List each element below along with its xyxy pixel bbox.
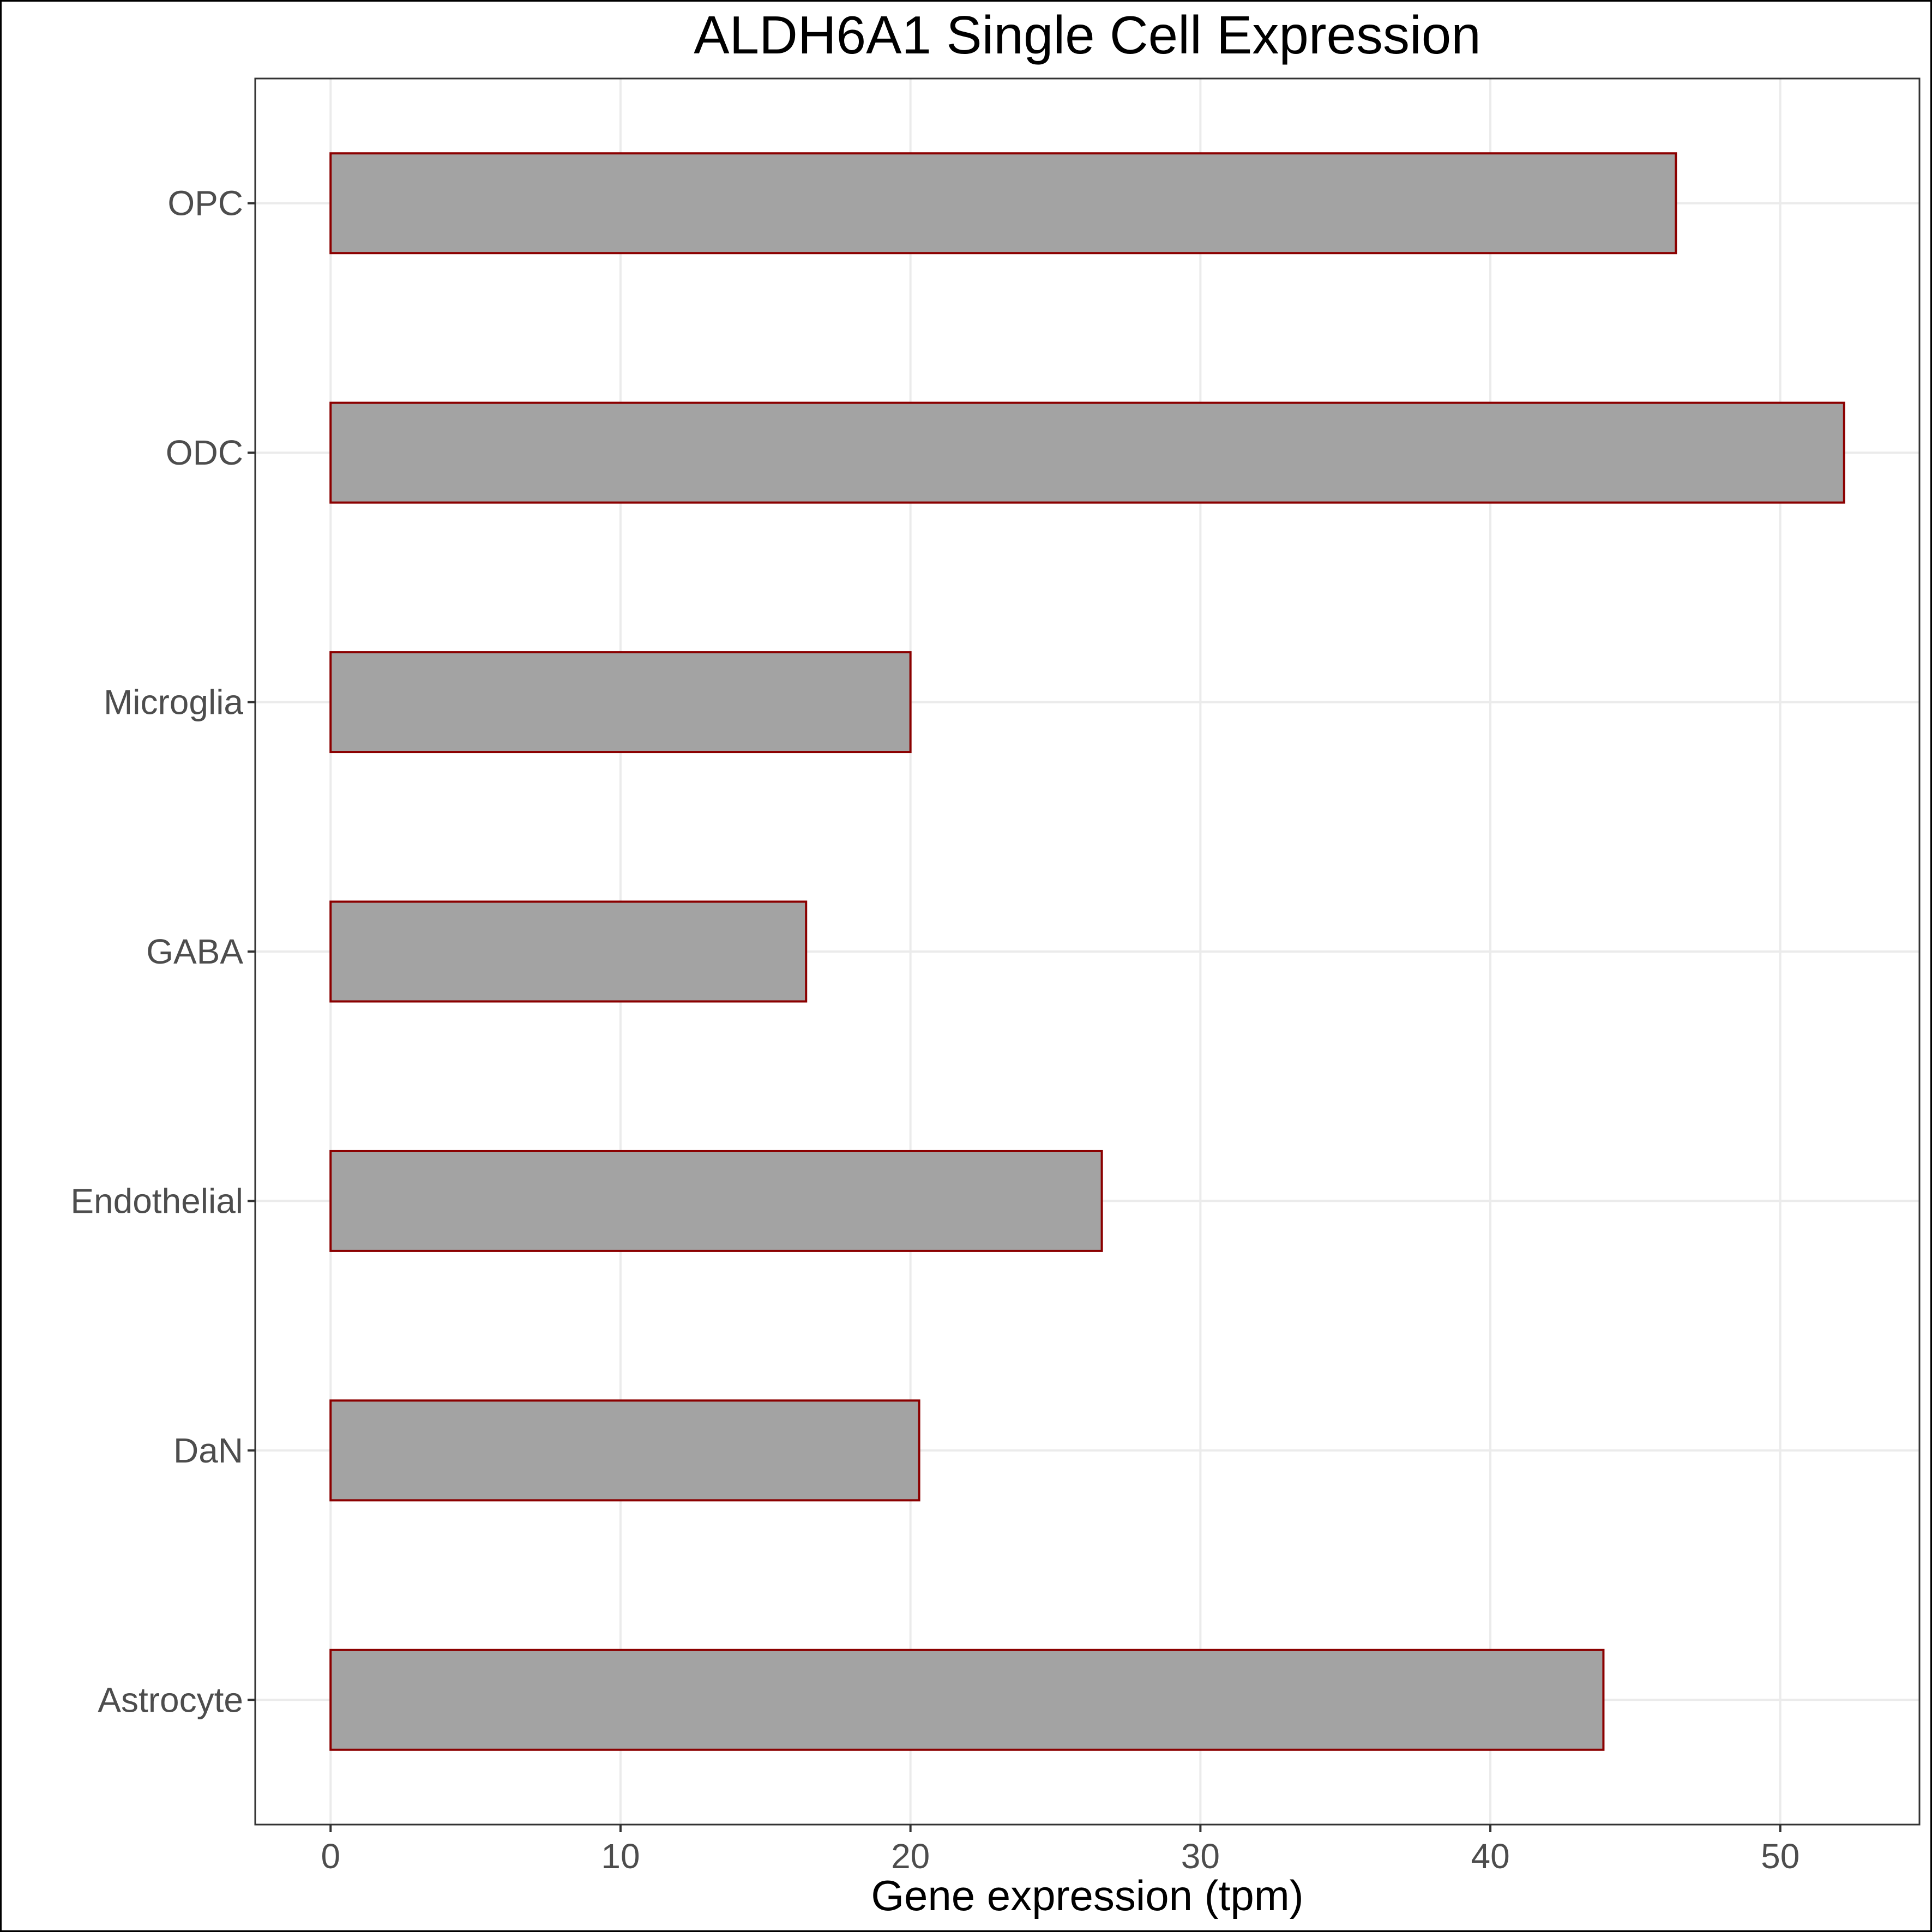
x-tick-label: 20	[891, 1837, 930, 1876]
y-tick-label-gaba: GABA	[146, 932, 243, 971]
chart-title: ALDH6A1 Single Cell Expression	[694, 5, 1481, 65]
bar-microglia	[329, 651, 912, 754]
x-tick-label: 40	[1471, 1837, 1509, 1876]
x-tick-label: 30	[1181, 1837, 1220, 1876]
y-tick-label-dan: DaN	[173, 1431, 243, 1470]
x-tick-label: 10	[601, 1837, 640, 1876]
y-tick-label-microglia: Microglia	[104, 683, 243, 722]
x-tick-label: 0	[321, 1837, 340, 1876]
y-tick-label-odc: ODC	[166, 433, 243, 472]
axes: 0 10 20 30 40 50 OPC ODC Microglia GABA Endothelia…	[70, 184, 1799, 1876]
y-tick-label-opc: OPC	[167, 184, 243, 223]
bar-opc	[329, 152, 1677, 255]
x-axis-title: Gene expression (tpm)	[871, 1871, 1303, 1919]
bar-gaba	[329, 900, 808, 1003]
y-tick-label-astrocyte: Astrocyte	[98, 1680, 243, 1719]
bar-odc	[329, 401, 1845, 504]
bar-endothelial	[329, 1149, 1103, 1252]
x-tick-label: 50	[1761, 1837, 1799, 1876]
bar-astrocyte	[329, 1648, 1605, 1751]
bar-dan	[329, 1399, 920, 1502]
y-tick-label-endothelial: Endothelial	[70, 1181, 243, 1220]
bars	[329, 152, 1845, 1751]
